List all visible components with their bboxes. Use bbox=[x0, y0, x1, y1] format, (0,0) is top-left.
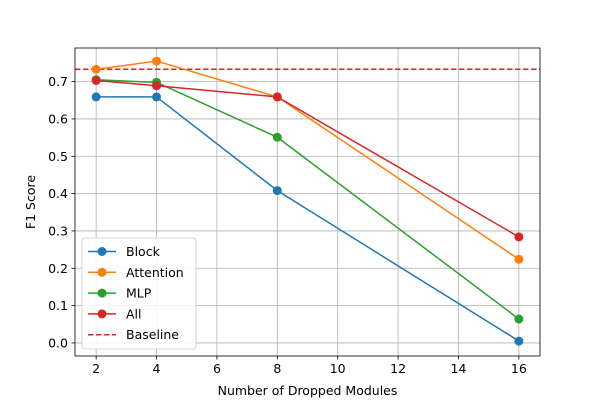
y-tick-label: 0.2 bbox=[48, 261, 68, 276]
legend-label: Baseline bbox=[126, 327, 179, 342]
x-tick-label: 2 bbox=[92, 361, 100, 376]
legend-label: Block bbox=[126, 244, 161, 259]
data-point bbox=[152, 81, 162, 91]
data-point bbox=[514, 232, 524, 242]
y-tick-label: 0.5 bbox=[48, 149, 68, 164]
legend-item-baseline: Baseline bbox=[88, 327, 179, 342]
x-tick-label: 10 bbox=[330, 361, 346, 376]
data-point bbox=[514, 314, 524, 324]
y-axis-label: F1 Score bbox=[23, 175, 38, 229]
series-line bbox=[96, 60, 520, 260]
y-tick-label: 0.3 bbox=[48, 223, 68, 238]
series-line bbox=[96, 96, 520, 342]
legend-box bbox=[81, 237, 197, 350]
y-tick-label: 0.0 bbox=[48, 335, 68, 350]
data-point bbox=[272, 186, 282, 196]
legend-item-attention: Attention bbox=[88, 265, 184, 280]
legend-marker bbox=[97, 288, 107, 298]
legend: Block Attention MLP All Baseline bbox=[81, 237, 197, 350]
series-block bbox=[91, 92, 524, 346]
legend-item-block: Block bbox=[88, 244, 161, 259]
legend-item-all: All bbox=[88, 306, 142, 321]
legend-marker bbox=[97, 267, 107, 277]
data-point bbox=[514, 336, 524, 346]
legend-label: MLP bbox=[126, 286, 152, 301]
legend-item-mlp: MLP bbox=[88, 286, 152, 301]
x-axis-label: Number of Dropped Modules bbox=[218, 383, 398, 398]
x-tick-label: 6 bbox=[213, 361, 221, 376]
data-point bbox=[91, 92, 101, 102]
data-point bbox=[514, 254, 524, 264]
axis-ticks: 2 4 6 8 10 12 14 16 0.0 0.1 0.2 0.3 0.4 0.5 0.6 0.7 bbox=[48, 74, 527, 376]
series-line bbox=[96, 78, 520, 320]
legend-marker bbox=[97, 247, 107, 256]
y-tick-label: 0.1 bbox=[48, 298, 68, 313]
plot-frame bbox=[74, 47, 541, 357]
data-point bbox=[152, 92, 162, 102]
legend-label: All bbox=[126, 306, 142, 321]
series-layer bbox=[91, 56, 524, 346]
legend-marker bbox=[97, 309, 107, 319]
data-point bbox=[272, 132, 282, 142]
data-point bbox=[272, 92, 282, 102]
x-tick-label: 14 bbox=[451, 361, 467, 376]
legend-label: Attention bbox=[126, 265, 184, 280]
y-tick-label: 0.4 bbox=[48, 186, 68, 201]
x-tick-label: 4 bbox=[153, 361, 161, 376]
series-line bbox=[96, 79, 520, 238]
x-tick-label: 16 bbox=[511, 361, 527, 376]
data-point bbox=[91, 64, 101, 74]
series-all bbox=[91, 75, 524, 242]
y-tick-label: 0.6 bbox=[48, 111, 68, 126]
data-point bbox=[91, 75, 101, 85]
x-tick-label: 12 bbox=[390, 361, 406, 376]
y-tick-label: 0.7 bbox=[48, 74, 68, 89]
data-point bbox=[152, 56, 162, 66]
x-tick-label: 8 bbox=[273, 361, 281, 376]
